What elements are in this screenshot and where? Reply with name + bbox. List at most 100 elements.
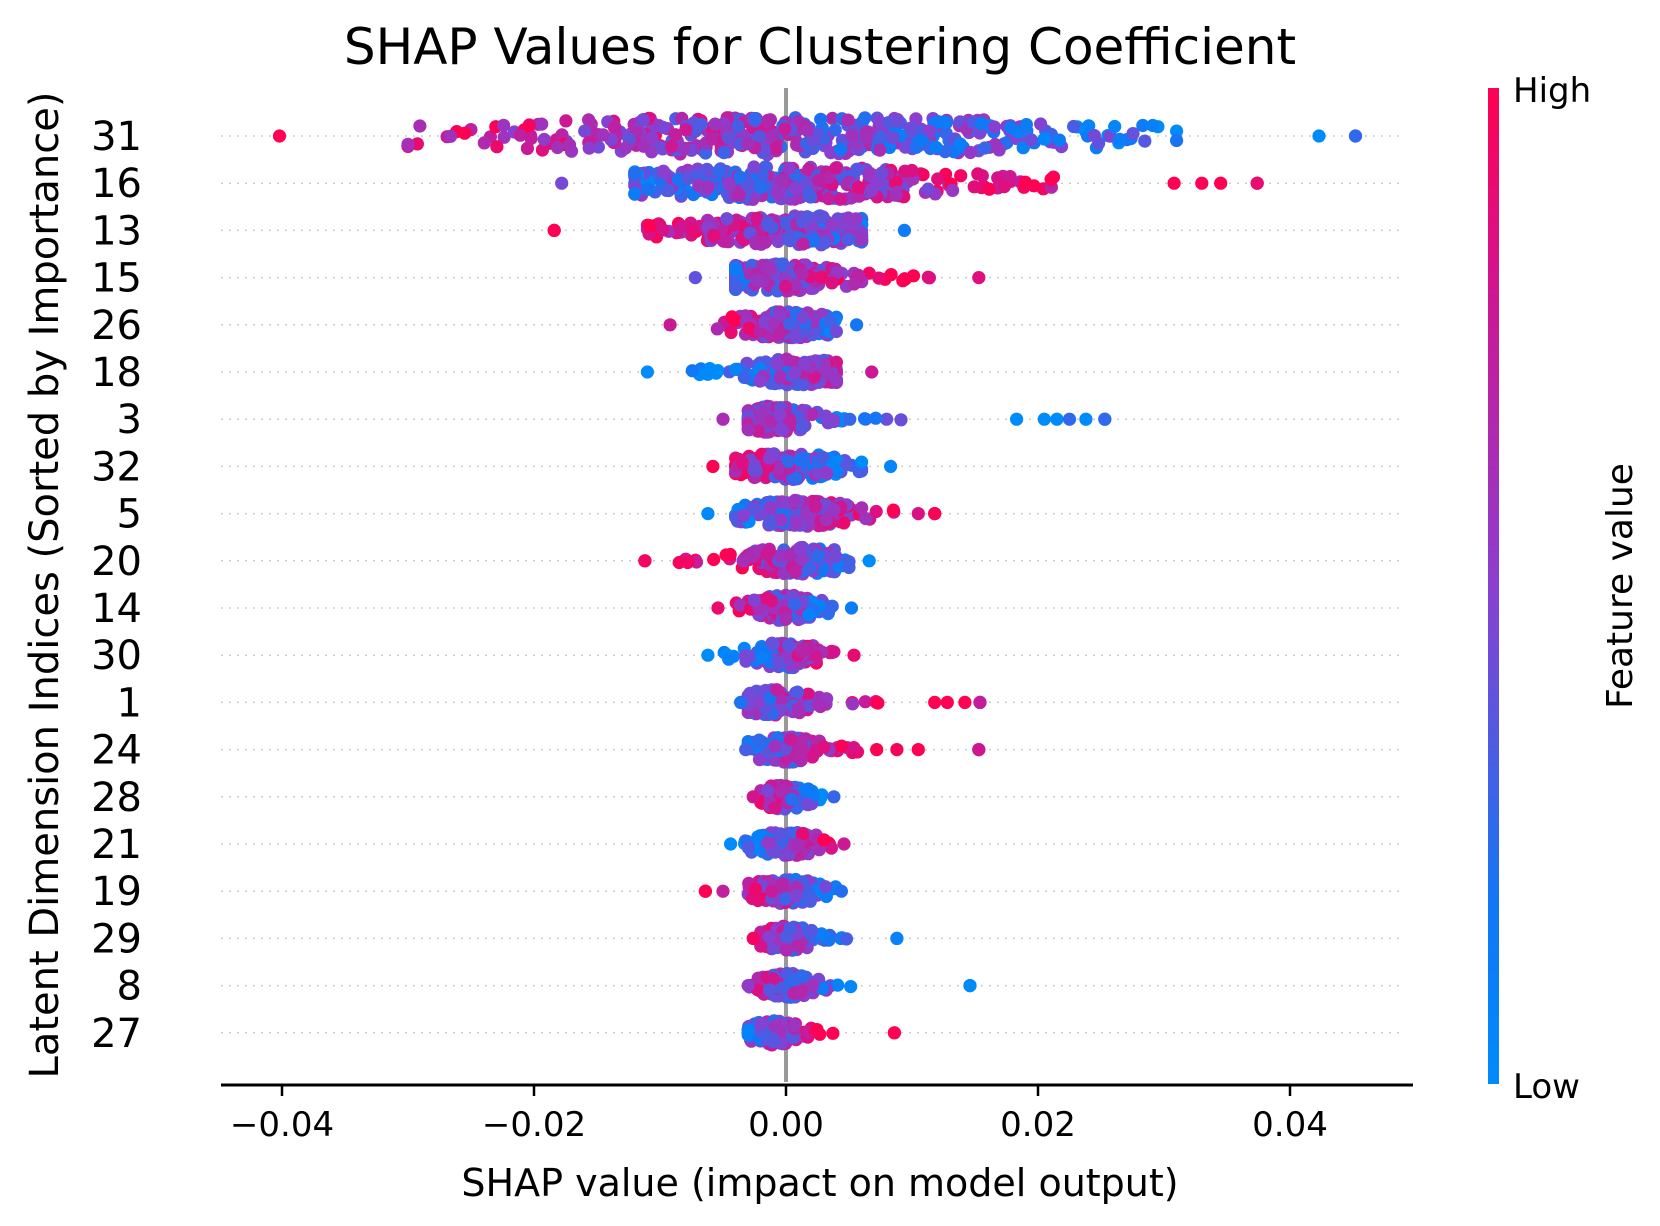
shap-point (742, 650, 756, 664)
shap-point (789, 515, 804, 529)
shap-point (845, 129, 859, 143)
shap-point (851, 180, 865, 194)
shap-point (796, 237, 810, 251)
shap-point (855, 501, 869, 515)
shap-point (628, 187, 642, 201)
shap-point (747, 160, 761, 174)
shap-point (746, 931, 760, 946)
y-tick-label-29: 29 (91, 916, 142, 962)
shap-point (808, 500, 823, 514)
shap-point (875, 166, 889, 180)
shap-point (1214, 176, 1228, 190)
beeswarm-row-13 (547, 209, 912, 252)
shap-point (789, 330, 803, 344)
shap-point (645, 131, 659, 145)
shap-point (795, 420, 809, 435)
shap-point (444, 129, 458, 143)
shap-point (805, 923, 819, 938)
shap-point (843, 412, 857, 426)
shap-point (1170, 124, 1184, 138)
beeswarm-row-20 (638, 540, 876, 581)
beeswarm-row-15 (688, 257, 986, 298)
shap-point (797, 378, 811, 392)
shap-point (890, 743, 904, 757)
shap-point (862, 554, 876, 568)
shap-point (578, 124, 592, 138)
shap-point (1010, 412, 1024, 426)
shap-point (779, 943, 793, 957)
shap-point (940, 695, 954, 710)
shap-point (931, 172, 945, 186)
shap-point (1050, 412, 1064, 426)
shap-point (847, 277, 861, 291)
shap-point (812, 173, 826, 187)
chart-title: SHAP Values for Clustering Coefficient (344, 18, 1296, 76)
shap-point (785, 792, 799, 806)
shap-point (761, 836, 775, 850)
shap-point (825, 276, 839, 290)
beeswarm-row-1 (734, 683, 987, 722)
beeswarm-row-5 (701, 493, 942, 533)
shap-point (272, 129, 287, 143)
shap-point (724, 325, 738, 339)
shap-point (797, 451, 811, 465)
beeswarm-row-28 (746, 778, 841, 816)
shap-point (858, 111, 872, 125)
shap-point (911, 743, 925, 757)
shap-point (641, 182, 655, 196)
shap-point (788, 366, 802, 380)
shap-point (803, 561, 817, 575)
shap-point (1079, 412, 1093, 426)
shap-point (921, 182, 935, 196)
shap-point (766, 972, 781, 986)
shap-point (736, 554, 750, 568)
y-tick-label-8: 8 (117, 964, 142, 1010)
y-tick-label-13: 13 (91, 208, 142, 254)
shap-point (656, 223, 670, 237)
shap-point (1250, 176, 1264, 190)
shap-point (793, 986, 807, 1000)
shap-point (890, 931, 904, 946)
shap-point (828, 371, 842, 385)
shap-point (789, 472, 803, 486)
shap-point (782, 161, 796, 175)
shap-point (916, 168, 930, 182)
shap-point (775, 880, 790, 895)
shap-point (762, 983, 777, 997)
shap-point (710, 322, 724, 336)
shap-point (766, 637, 780, 651)
shap-point (827, 790, 841, 804)
shap-point (413, 119, 427, 133)
shap-point (870, 743, 884, 757)
shap-point (803, 894, 817, 908)
shap-point (954, 169, 968, 183)
shap-point (782, 638, 796, 652)
shap-point (717, 146, 731, 160)
y-tick-label-15: 15 (91, 256, 142, 302)
shap-point (797, 357, 811, 371)
shap-point (788, 182, 802, 196)
shap-point (844, 980, 858, 994)
beeswarm-row-27 (741, 1014, 902, 1052)
shap-point (722, 177, 736, 191)
shap-point (871, 696, 885, 710)
shap-point (783, 548, 797, 562)
shap-point (1312, 129, 1326, 143)
shap-point (963, 979, 977, 993)
shap-point (656, 120, 670, 135)
shap-point (783, 922, 797, 936)
shap-point (840, 457, 854, 471)
shap-point (750, 211, 764, 225)
shap-point (987, 120, 1002, 134)
shap-point (831, 978, 845, 992)
shap-point (773, 827, 788, 841)
shap-point (973, 695, 987, 710)
shap-point (701, 180, 715, 194)
shap-point (791, 702, 805, 716)
shap-point (768, 1019, 783, 1033)
shap-point (766, 128, 780, 142)
shap-point (685, 222, 699, 236)
beeswarm-row-24 (739, 730, 986, 769)
shap-point (754, 180, 768, 194)
